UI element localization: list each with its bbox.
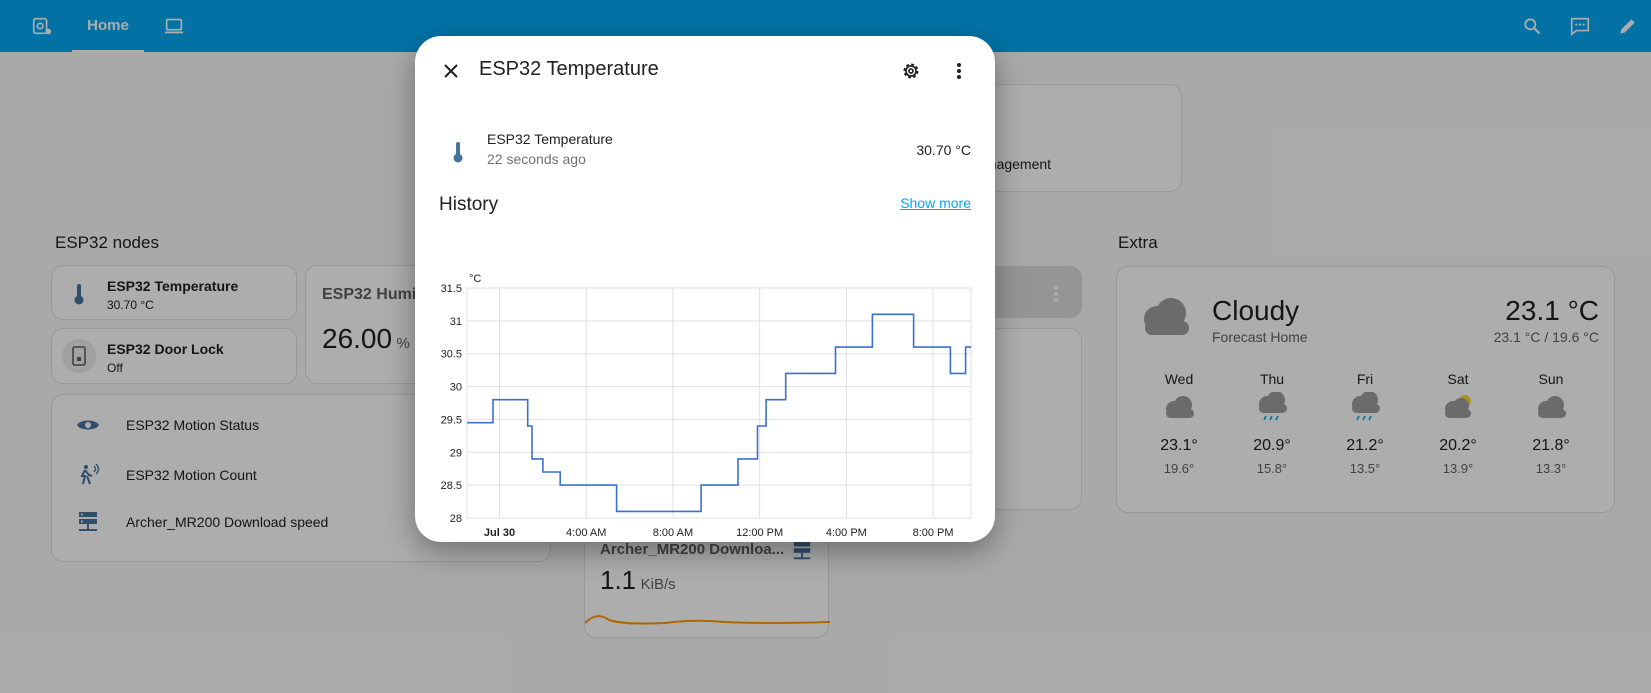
humidity-name: ESP32 Humic <box>322 286 426 303</box>
dialog-entity-name: ESP32 Temperature <box>487 131 613 147</box>
forecast-low: 13.9° <box>1442 461 1474 476</box>
weather-temperature: 23.1 °C <box>1505 295 1599 326</box>
thermometer-icon <box>451 140 465 169</box>
section-title-extra: Extra <box>1118 233 1158 252</box>
tile-esp32-temperature[interactable]: ESP32 Temperature 30.70 °C <box>51 265 297 320</box>
entity-label: Archer_MR200 Download speed <box>126 514 329 530</box>
x-tick-label: 4:00 PM <box>826 527 867 536</box>
forecast-day-name: Sun <box>1538 371 1564 387</box>
forecast-high: 21.2° <box>1346 437 1384 454</box>
x-tick-label: 4:00 AM <box>566 527 606 536</box>
download-unit: KiB/s <box>640 576 676 593</box>
forecast-low: 13.5° <box>1349 461 1381 476</box>
more-info-dialog: ESP32 Temperature ESP32 Temperature 22 s… <box>415 36 995 542</box>
gear-icon[interactable] <box>893 53 929 89</box>
history-chart-svg: 31.5 31 30.5 30 29.5 29 28.5 28 Jul 30 4:00 AM 8:0… <box>441 273 972 539</box>
thermometer-icon <box>72 282 86 311</box>
tile-esp32-door-lock[interactable]: ESP32 Door Lock Off <box>51 328 297 384</box>
close-icon[interactable] <box>433 53 469 89</box>
door-lock-icon[interactable] <box>62 339 96 373</box>
x-tick-label: 12:00 PM <box>736 527 783 536</box>
x-tick-label: Jul 30 <box>484 527 515 536</box>
plot-border <box>466 287 972 519</box>
more-vert-icon[interactable] <box>1053 285 1059 308</box>
humidity-unit: % <box>396 335 410 352</box>
entity-row-download-speed[interactable]: Archer_MR200 Download speed <box>74 511 328 533</box>
motion-sensor-icon <box>74 463 102 487</box>
y-tick-label: 28 <box>450 513 462 525</box>
forecast-high: 21.8° <box>1532 437 1570 454</box>
tile-name: ESP32 Temperature <box>107 278 239 294</box>
tile-name: ESP32 Door Lock <box>107 341 224 357</box>
show-more-link[interactable]: Show more <box>900 195 971 211</box>
y-tick-label: 30.5 <box>441 349 462 361</box>
history-heading: History <box>439 194 499 215</box>
download-sparkline <box>585 615 830 625</box>
section-title-esp32: ESP32 nodes <box>55 233 159 252</box>
y-tick-label: 29 <box>450 447 462 459</box>
download-value: 1.1 <box>600 565 637 595</box>
cloudy-icon <box>1511 387 1591 427</box>
dialog-entity-last-changed: 22 seconds ago <box>487 151 586 167</box>
y-tick-label: 29.5 <box>441 414 462 426</box>
humidity-value: 26.00 <box>322 323 393 354</box>
forecast-day: Sun 21.8° 13.3° <box>1511 371 1591 476</box>
history-chart[interactable]: 31.5 31 30.5 30 29.5 29 28.5 28 Jul 30 4:00 AM 8:0… <box>415 226 995 539</box>
weather-condition: Cloudy <box>1212 295 1300 326</box>
server-network-icon <box>74 511 102 533</box>
more-vert-icon[interactable] <box>941 53 977 89</box>
rainy-icon <box>1232 387 1312 427</box>
forecast-high: 23.1° <box>1160 437 1198 454</box>
forecast-high: 20.2° <box>1439 437 1477 454</box>
search-icon[interactable] <box>1518 12 1546 40</box>
forecast-low: 13.3° <box>1535 461 1567 476</box>
forecast-day-name: Sat <box>1447 371 1469 387</box>
entity-row-motion-count[interactable]: ESP32 Motion Count <box>74 463 257 487</box>
forecast-day-name: Fri <box>1356 371 1374 387</box>
rainy-icon <box>1325 387 1405 427</box>
forecast-low: 15.8° <box>1256 461 1288 476</box>
tile-state: 30.70 °C <box>107 298 154 312</box>
temperature-series-line <box>467 313 971 513</box>
tab-home[interactable]: Home <box>72 0 144 52</box>
comment-processing-icon[interactable] <box>1566 12 1594 40</box>
y-tick-label: 31.5 <box>441 283 462 295</box>
laptop-icon[interactable] <box>160 12 188 40</box>
download-name: Archer_MR200 Downloa... <box>600 541 785 558</box>
weather-hi-lo: 23.1 °C / 19.6 °C <box>1493 329 1599 345</box>
cloudy-icon <box>1137 295 1193 342</box>
forecast-high: 20.9° <box>1253 437 1291 454</box>
dialog-title: ESP32 Temperature <box>479 58 659 80</box>
tile-state: Off <box>107 361 123 375</box>
eye-icon <box>74 417 102 433</box>
forecast-day: Thu 20.9° 15.8° <box>1232 371 1312 476</box>
forecast-day-name: Wed <box>1164 371 1194 387</box>
forecast-day: Fri 21.2° 13.5° <box>1325 371 1405 476</box>
weather-forecast-card[interactable]: Cloudy Forecast Home 23.1 °C 23.1 °C / 1… <box>1116 266 1615 513</box>
management-label: anagement <box>981 156 1052 172</box>
camera-cog-icon[interactable] <box>28 12 56 40</box>
forecast-day: Sat 20.2° 13.9° <box>1418 371 1498 476</box>
y-tick-label: 31 <box>450 316 462 328</box>
pencil-icon[interactable] <box>1614 12 1642 40</box>
cloudy-icon <box>1139 387 1219 427</box>
weather-source: Forecast Home <box>1212 329 1308 345</box>
dialog-entity-value: 30.70 °C <box>916 142 971 158</box>
server-network-icon <box>792 541 812 566</box>
entity-label: ESP32 Motion Count <box>126 467 257 483</box>
entity-row-motion-status[interactable]: ESP32 Motion Status <box>74 417 259 433</box>
forecast-day: Wed 23.1° 19.6° <box>1139 371 1219 476</box>
entity-label: ESP32 Motion Status <box>126 417 260 433</box>
x-tick-label: 8:00 PM <box>913 527 954 536</box>
forecast-low: 19.6° <box>1163 461 1195 476</box>
forecast-day-name: Thu <box>1259 371 1285 387</box>
x-tick-label: 8:00 AM <box>653 527 693 536</box>
y-tick-label: 30 <box>450 382 462 394</box>
partly-cloudy-icon <box>1418 387 1498 427</box>
y-tick-label: 28.5 <box>441 480 462 492</box>
y-axis-unit: °C <box>469 273 481 285</box>
